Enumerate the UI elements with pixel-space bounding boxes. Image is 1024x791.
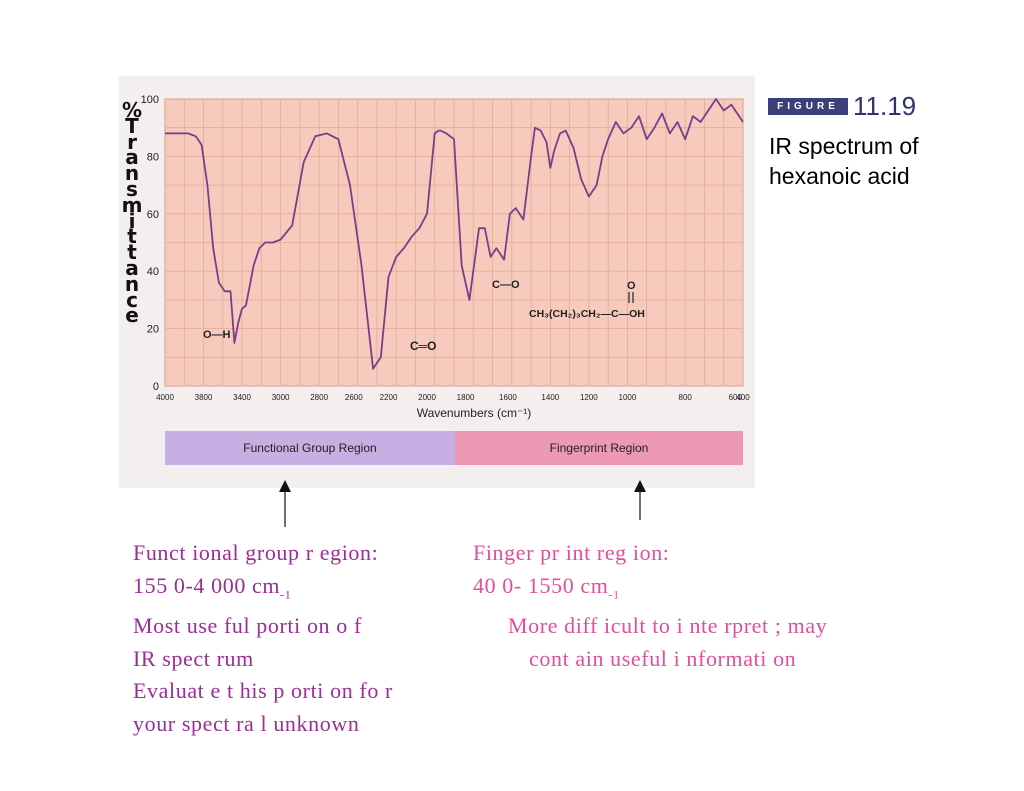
x-tick-label: 2800 — [310, 393, 328, 402]
spectrum-line — [165, 98, 744, 370]
ylabel-char: e — [125, 303, 139, 328]
x-tick-label: 2600 — [345, 393, 363, 402]
ylabel-char: t — [127, 224, 137, 249]
x-tick-label: 1200 — [580, 393, 598, 402]
figure-badge: FIGURE — [768, 98, 848, 115]
ylabel-char: n — [124, 161, 140, 186]
note-line: your spect ra l unknown — [133, 710, 360, 736]
note-range: 40 0- 1550 cm-1 — [473, 570, 827, 611]
note-title: Funct ional group r egion: — [133, 540, 379, 565]
y-tick-label: 0 — [153, 381, 159, 393]
annotation-carbonyl-o: O — [627, 280, 636, 292]
fingerprint-region-label: Fingerprint Region — [549, 441, 649, 455]
functional-group-region-bar: Functional Group Region — [165, 431, 455, 465]
note-line: Evaluat e t his p orti on fo r — [133, 678, 393, 704]
y-tick-label: 40 — [147, 266, 159, 278]
note-line: Most use ful porti on o f — [133, 613, 362, 639]
note-range-text: 40 0- 1550 cm — [473, 572, 609, 598]
caption-line: IR spectrum of — [769, 133, 919, 159]
x-tick-label: 3000 — [272, 393, 290, 402]
ylabel-char: c — [126, 287, 138, 312]
x-tick-label: 3800 — [195, 393, 213, 402]
note-range-exponent: -1 — [608, 586, 620, 601]
fingerprint-region-note: Finger pr int reg ion: 40 0- 1550 cm-1 M… — [473, 537, 827, 675]
ylabel-char: r — [127, 129, 137, 154]
y-axis-label: % T r a n s m i t t a n c e — [117, 98, 147, 328]
functional-region-note: Funct ional group r egion: 155 0-4 000 c… — [133, 537, 393, 740]
x-tick-label: 1000 — [619, 393, 637, 402]
note-line: IR spect rum — [133, 645, 254, 671]
ylabel-char: T — [125, 113, 139, 138]
figure-caption: IR spectrum of hexanoic acid — [769, 131, 1009, 191]
x-tick-label: 1800 — [457, 393, 475, 402]
note-line: cont ain useful i nformati on — [529, 645, 797, 671]
x-tick-label: 400 — [736, 393, 750, 402]
annotation-formula: CH₃(CH₂)₃CH₂—C—OH — [529, 308, 645, 320]
x-tick-label: 4000 — [156, 393, 174, 402]
arrow-functional-head — [279, 480, 291, 492]
arrow-fingerprint-head — [634, 480, 646, 492]
annotation-co-single: C—O — [492, 279, 520, 291]
note-range-text: 155 0-4 000 cm — [133, 572, 281, 598]
ylabel-char: a — [125, 145, 139, 170]
x-axis-label: Wavenumbers (cm⁻¹) — [417, 406, 532, 420]
ylabel-char: % — [121, 98, 143, 122]
y-tick-label: 60 — [147, 209, 159, 221]
x-tick-label: 2200 — [380, 393, 398, 402]
x-tick-label: 600 — [729, 393, 743, 402]
caption-line: hexanoic acid — [769, 163, 910, 189]
x-tick-label: 1600 — [499, 393, 517, 402]
ylabel-char: n — [124, 271, 140, 296]
note-range: 155 0-4 000 cm-1 — [133, 570, 393, 611]
note-range-exponent: -1 — [280, 586, 292, 601]
x-tick-label: 2000 — [418, 393, 436, 402]
note-title: Finger pr int reg ion: — [473, 540, 670, 565]
ylabel-char: m — [121, 192, 143, 217]
annotation-oh: O—H — [203, 329, 231, 341]
figure-number: 11.19 — [853, 91, 917, 121]
x-tick-label: 800 — [679, 393, 693, 402]
ylabel-char: t — [127, 240, 137, 265]
annotation-co-double: C═O — [410, 339, 437, 353]
functional-region-label: Functional Group Region — [243, 441, 377, 455]
y-tick-label: 20 — [147, 324, 159, 336]
y-tick-label: 100 — [141, 94, 159, 106]
x-tick-label: 3400 — [233, 393, 251, 402]
x-tick-label: 1400 — [541, 393, 559, 402]
ylabel-char: s — [126, 176, 138, 201]
y-tick-label: 80 — [147, 151, 159, 163]
fingerprint-region-bar: Fingerprint Region — [455, 431, 743, 465]
ylabel-char: i — [128, 208, 136, 233]
ylabel-char: a — [125, 255, 139, 280]
note-line: More diff icult to i nte rpret ; may — [508, 613, 828, 639]
